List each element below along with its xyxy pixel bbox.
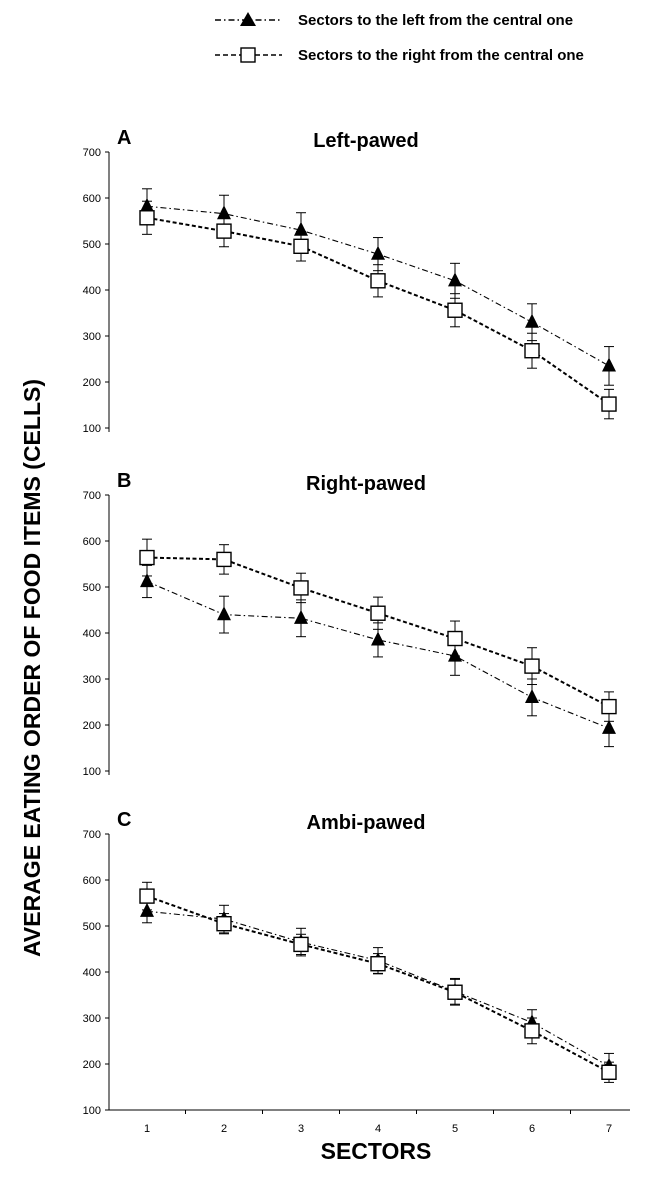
- legend-entry-triangle: Sectors to the left from the central one: [215, 12, 573, 29]
- series-line-triangle: [146, 910, 610, 1067]
- point-square: [216, 223, 232, 239]
- y-tick-label: 200: [83, 1059, 101, 1071]
- point-triangle: [140, 573, 154, 588]
- y-tick-label: 200: [83, 377, 101, 389]
- series-square: [139, 538, 617, 722]
- y-tick-label: 300: [83, 674, 101, 686]
- y-tick-label: 500: [83, 239, 101, 251]
- point-square: [601, 698, 617, 715]
- legend-entry-square: Sectors to the right from the central on…: [215, 47, 584, 64]
- point-square: [370, 605, 386, 621]
- legend-label-triangle: Sectors to the left from the central one: [298, 12, 573, 29]
- panel-letter: B: [117, 470, 131, 492]
- panel-b: B Right-pawed 100 200 300 400 500 600 700: [83, 470, 617, 778]
- x-tick-spacer: [109, 1110, 110, 1114]
- point-triangle: [602, 719, 616, 734]
- point-square: [139, 549, 155, 566]
- point-square: [524, 1023, 540, 1039]
- panel-c: C Ambi-pawed 100 200 300 400 500 600 700 1 2 3 4 5 6 7: [83, 809, 630, 1135]
- point-square: [139, 210, 155, 226]
- panel-letter: A: [117, 127, 131, 149]
- series-square: [139, 881, 617, 1083]
- y-tick-label: 600: [83, 193, 101, 205]
- point-square: [293, 936, 309, 953]
- legend-label-square: Sectors to the right from the central on…: [298, 47, 584, 64]
- point-square: [447, 630, 463, 647]
- point-triangle: [448, 272, 462, 287]
- point-square: [293, 238, 309, 255]
- legend: Sectors to the left from the central one…: [215, 12, 584, 64]
- y-tick-label: 100: [83, 1105, 101, 1117]
- x-tick-label: 7: [606, 1123, 612, 1135]
- point-square: [370, 956, 386, 972]
- panel-title: Right-pawed: [306, 473, 426, 495]
- panel-a: A Left-pawed 100 200 300 400 500 600 700: [83, 127, 617, 435]
- x-tick-label: 4: [375, 1123, 381, 1135]
- x-tick-label: 1: [144, 1123, 150, 1135]
- point-square: [524, 658, 540, 674]
- legend-triangle-icon: [240, 12, 256, 26]
- point-triangle: [294, 609, 308, 624]
- point-square: [601, 396, 617, 412]
- panel-title: Left-pawed: [313, 130, 419, 152]
- point-square: [370, 273, 386, 289]
- y-tick-label: 600: [83, 536, 101, 548]
- point-square: [447, 302, 463, 318]
- series-triangle: [140, 564, 616, 748]
- panel-title: Ambi-pawed: [307, 812, 426, 834]
- y-tick-label: 100: [83, 423, 101, 435]
- series-square: [139, 200, 617, 420]
- x-axis-title: SECTORS: [321, 1138, 432, 1164]
- point-square: [139, 888, 155, 904]
- y-tick-label: 300: [83, 1013, 101, 1025]
- x-tick-label: 5: [452, 1123, 458, 1135]
- point-square: [601, 1064, 617, 1080]
- panels: A Left-pawed 100 200 300 400 500 600 700 B Right-p…: [83, 127, 630, 1135]
- point-triangle: [602, 357, 616, 372]
- point-triangle: [525, 689, 539, 703]
- point-square: [524, 343, 540, 359]
- y-tick-label: 700: [83, 147, 101, 159]
- legend-square-icon: [240, 47, 256, 63]
- x-tick-label: 2: [221, 1123, 227, 1135]
- y-tick-label: 700: [83, 829, 101, 841]
- y-tick-label: 600: [83, 875, 101, 887]
- y-tick-label: 400: [83, 967, 101, 979]
- x-tick-label: 3: [298, 1123, 304, 1135]
- point-square: [216, 551, 232, 568]
- panel-letter: C: [117, 809, 131, 831]
- y-axis-title: AVERAGE EATING ORDER OF FOOD ITEMS (CELL…: [19, 379, 45, 957]
- y-tick-label: 700: [83, 490, 101, 502]
- x-tick-label: 6: [529, 1123, 535, 1135]
- point-square: [447, 984, 463, 1000]
- y-tick-label: 400: [83, 628, 101, 640]
- y-tick-label: 400: [83, 285, 101, 297]
- y-tick-label: 500: [83, 582, 101, 594]
- point-triangle: [294, 221, 308, 236]
- point-square: [216, 916, 232, 932]
- point-square: [293, 580, 309, 596]
- y-tick-label: 500: [83, 921, 101, 933]
- series-triangle: [140, 899, 616, 1080]
- point-triangle: [371, 631, 385, 646]
- point-triangle: [217, 606, 231, 621]
- y-tick-label: 200: [83, 720, 101, 732]
- point-triangle: [371, 245, 385, 260]
- point-triangle: [525, 313, 539, 328]
- y-tick-label: 100: [83, 766, 101, 778]
- y-tick-label: 300: [83, 331, 101, 343]
